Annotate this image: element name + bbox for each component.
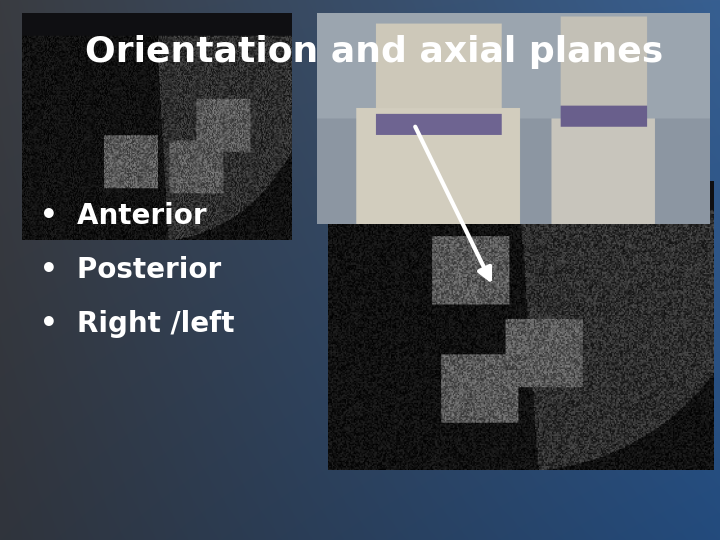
Bar (22, 14, 292, 240)
Text: •  Right /left: • Right /left (40, 310, 234, 338)
Text: •  Anterior: • Anterior (40, 202, 206, 230)
Text: •  Posterior: • Posterior (40, 256, 221, 284)
Bar (328, 181, 713, 470)
Text: Orientation and axial planes: Orientation and axial planes (85, 35, 664, 69)
